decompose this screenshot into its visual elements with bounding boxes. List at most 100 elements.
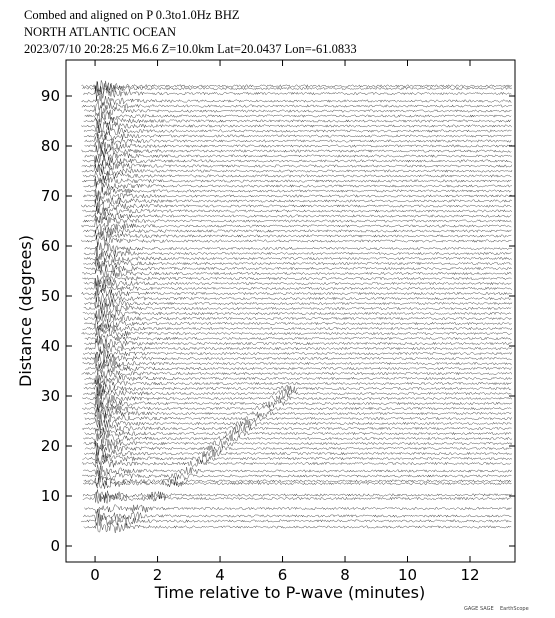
seismogram-trace xyxy=(84,340,512,355)
seismogram-trace xyxy=(84,139,513,153)
seismogram-trace xyxy=(84,442,512,456)
seismogram-trace xyxy=(84,337,512,349)
seismogram-trace xyxy=(81,199,512,214)
seismogram-trace xyxy=(83,433,512,446)
seismogram-trace xyxy=(84,241,513,256)
x-tick-label: 2 xyxy=(153,566,163,584)
plot-frame xyxy=(65,59,516,563)
seismogram-trace xyxy=(81,144,512,157)
x-tick-label: 8 xyxy=(340,566,350,584)
y-tick-label: 40 xyxy=(41,337,60,355)
seismogram-trace xyxy=(83,349,512,360)
seismogram-trace xyxy=(81,175,512,187)
chart-title: Combed and aligned on P 0.3to1.0Hz BHZ xyxy=(24,8,240,22)
seismogram-trace xyxy=(82,86,512,101)
seismogram-trace xyxy=(83,381,512,396)
y-tick-label: 0 xyxy=(50,537,60,555)
seismogram-trace xyxy=(84,333,512,345)
seismogram-trace xyxy=(82,491,512,505)
seismogram-trace xyxy=(84,427,512,440)
seismogram-trace xyxy=(82,275,512,287)
seismogram-trace xyxy=(84,104,512,118)
seismogram-trace xyxy=(82,308,512,320)
seismogram-trace xyxy=(82,206,512,216)
seismogram-trace xyxy=(83,464,512,477)
seismogram-trace xyxy=(81,235,512,248)
seismogram-trace xyxy=(83,477,512,489)
seismogram-trace xyxy=(84,281,512,295)
seismogram-trace xyxy=(82,356,512,369)
y-tick-label: 50 xyxy=(41,287,60,305)
x-tick-label: 10 xyxy=(398,566,417,584)
seismogram-trace xyxy=(81,98,513,111)
seismogram-trace xyxy=(82,424,512,434)
seismogram-trace xyxy=(84,135,512,147)
seismogram-trace xyxy=(83,179,513,192)
seismogram-trace xyxy=(83,261,512,274)
y-tick-label: 70 xyxy=(41,187,60,205)
y-tick-label: 30 xyxy=(41,387,60,405)
seismogram-trace xyxy=(83,313,512,325)
seismogram-trace xyxy=(85,363,512,376)
seismogram-trace xyxy=(84,291,512,305)
seismogram-trace xyxy=(80,218,512,231)
seismogram-trace xyxy=(84,418,512,431)
seismogram-trace xyxy=(83,278,512,289)
y-tick-label: 90 xyxy=(41,87,60,105)
x-axis-label: Time relative to P-wave (minutes) xyxy=(154,583,425,602)
seismogram-trace xyxy=(84,195,513,208)
seismogram-trace xyxy=(81,80,512,94)
y-tick-label: 60 xyxy=(41,237,60,255)
seismogram-trace xyxy=(84,229,512,242)
x-tick-label: 12 xyxy=(460,566,479,584)
y-tick-label: 80 xyxy=(41,137,60,155)
seismogram-trace xyxy=(84,373,512,385)
seismogram-trace xyxy=(81,94,512,107)
y-tick-label: 20 xyxy=(41,437,60,455)
seismogram-trace xyxy=(82,489,512,503)
seismogram-trace xyxy=(82,171,512,182)
seismogram-trace xyxy=(83,438,513,450)
seismogram-trace xyxy=(82,508,512,522)
seismogram-trace xyxy=(84,296,513,310)
seismogram-trace xyxy=(82,402,512,415)
seismogram-trace xyxy=(81,163,513,177)
seismogram-trace xyxy=(83,131,512,141)
seismogram-trace xyxy=(83,125,512,137)
logo: GAGE xyxy=(464,606,478,612)
seismogram-trace xyxy=(82,188,512,202)
seismogram-trace xyxy=(83,302,512,314)
logo: SAGE xyxy=(480,606,494,612)
x-tick-label: 4 xyxy=(215,566,225,584)
seismogram-trace xyxy=(82,81,512,96)
chart-subtitle: NORTH ATLANTIC OCEAN xyxy=(24,25,176,39)
seismogram-trace xyxy=(83,116,512,129)
event-info: 2023/07/10 20:28:25 M6.6 Z=10.0km Lat=20… xyxy=(24,42,357,56)
seismogram-trace xyxy=(84,396,513,411)
logo: EarthScope xyxy=(500,606,529,612)
seismogram-trace xyxy=(84,412,512,426)
x-tick-label: 6 xyxy=(278,566,288,584)
seismogram-trace xyxy=(83,407,512,419)
seismogram-trace xyxy=(81,366,512,378)
seismogram-trace xyxy=(83,252,512,267)
seismogram-trace xyxy=(82,215,512,226)
seismogram-trace xyxy=(82,352,512,365)
seismogram-trace xyxy=(83,256,512,270)
seismogram-trace xyxy=(84,186,512,197)
seismogram-trace xyxy=(81,160,513,173)
x-tick-label: 0 xyxy=(90,566,100,584)
seismogram-trace xyxy=(81,268,512,279)
seismogram-trace xyxy=(81,325,512,339)
y-axis-label: Distance (degrees) xyxy=(16,235,35,387)
seismogram-trace xyxy=(83,475,512,487)
seismogram-trace xyxy=(84,378,512,389)
seismogram-trace xyxy=(84,504,512,514)
seismogram-trace xyxy=(81,457,512,468)
seismogram-trace xyxy=(82,323,512,336)
seismogram-trace xyxy=(82,155,513,168)
seismogram-trace xyxy=(84,316,512,332)
seismogram-trace xyxy=(81,120,512,134)
seismogram-trace xyxy=(84,447,512,462)
